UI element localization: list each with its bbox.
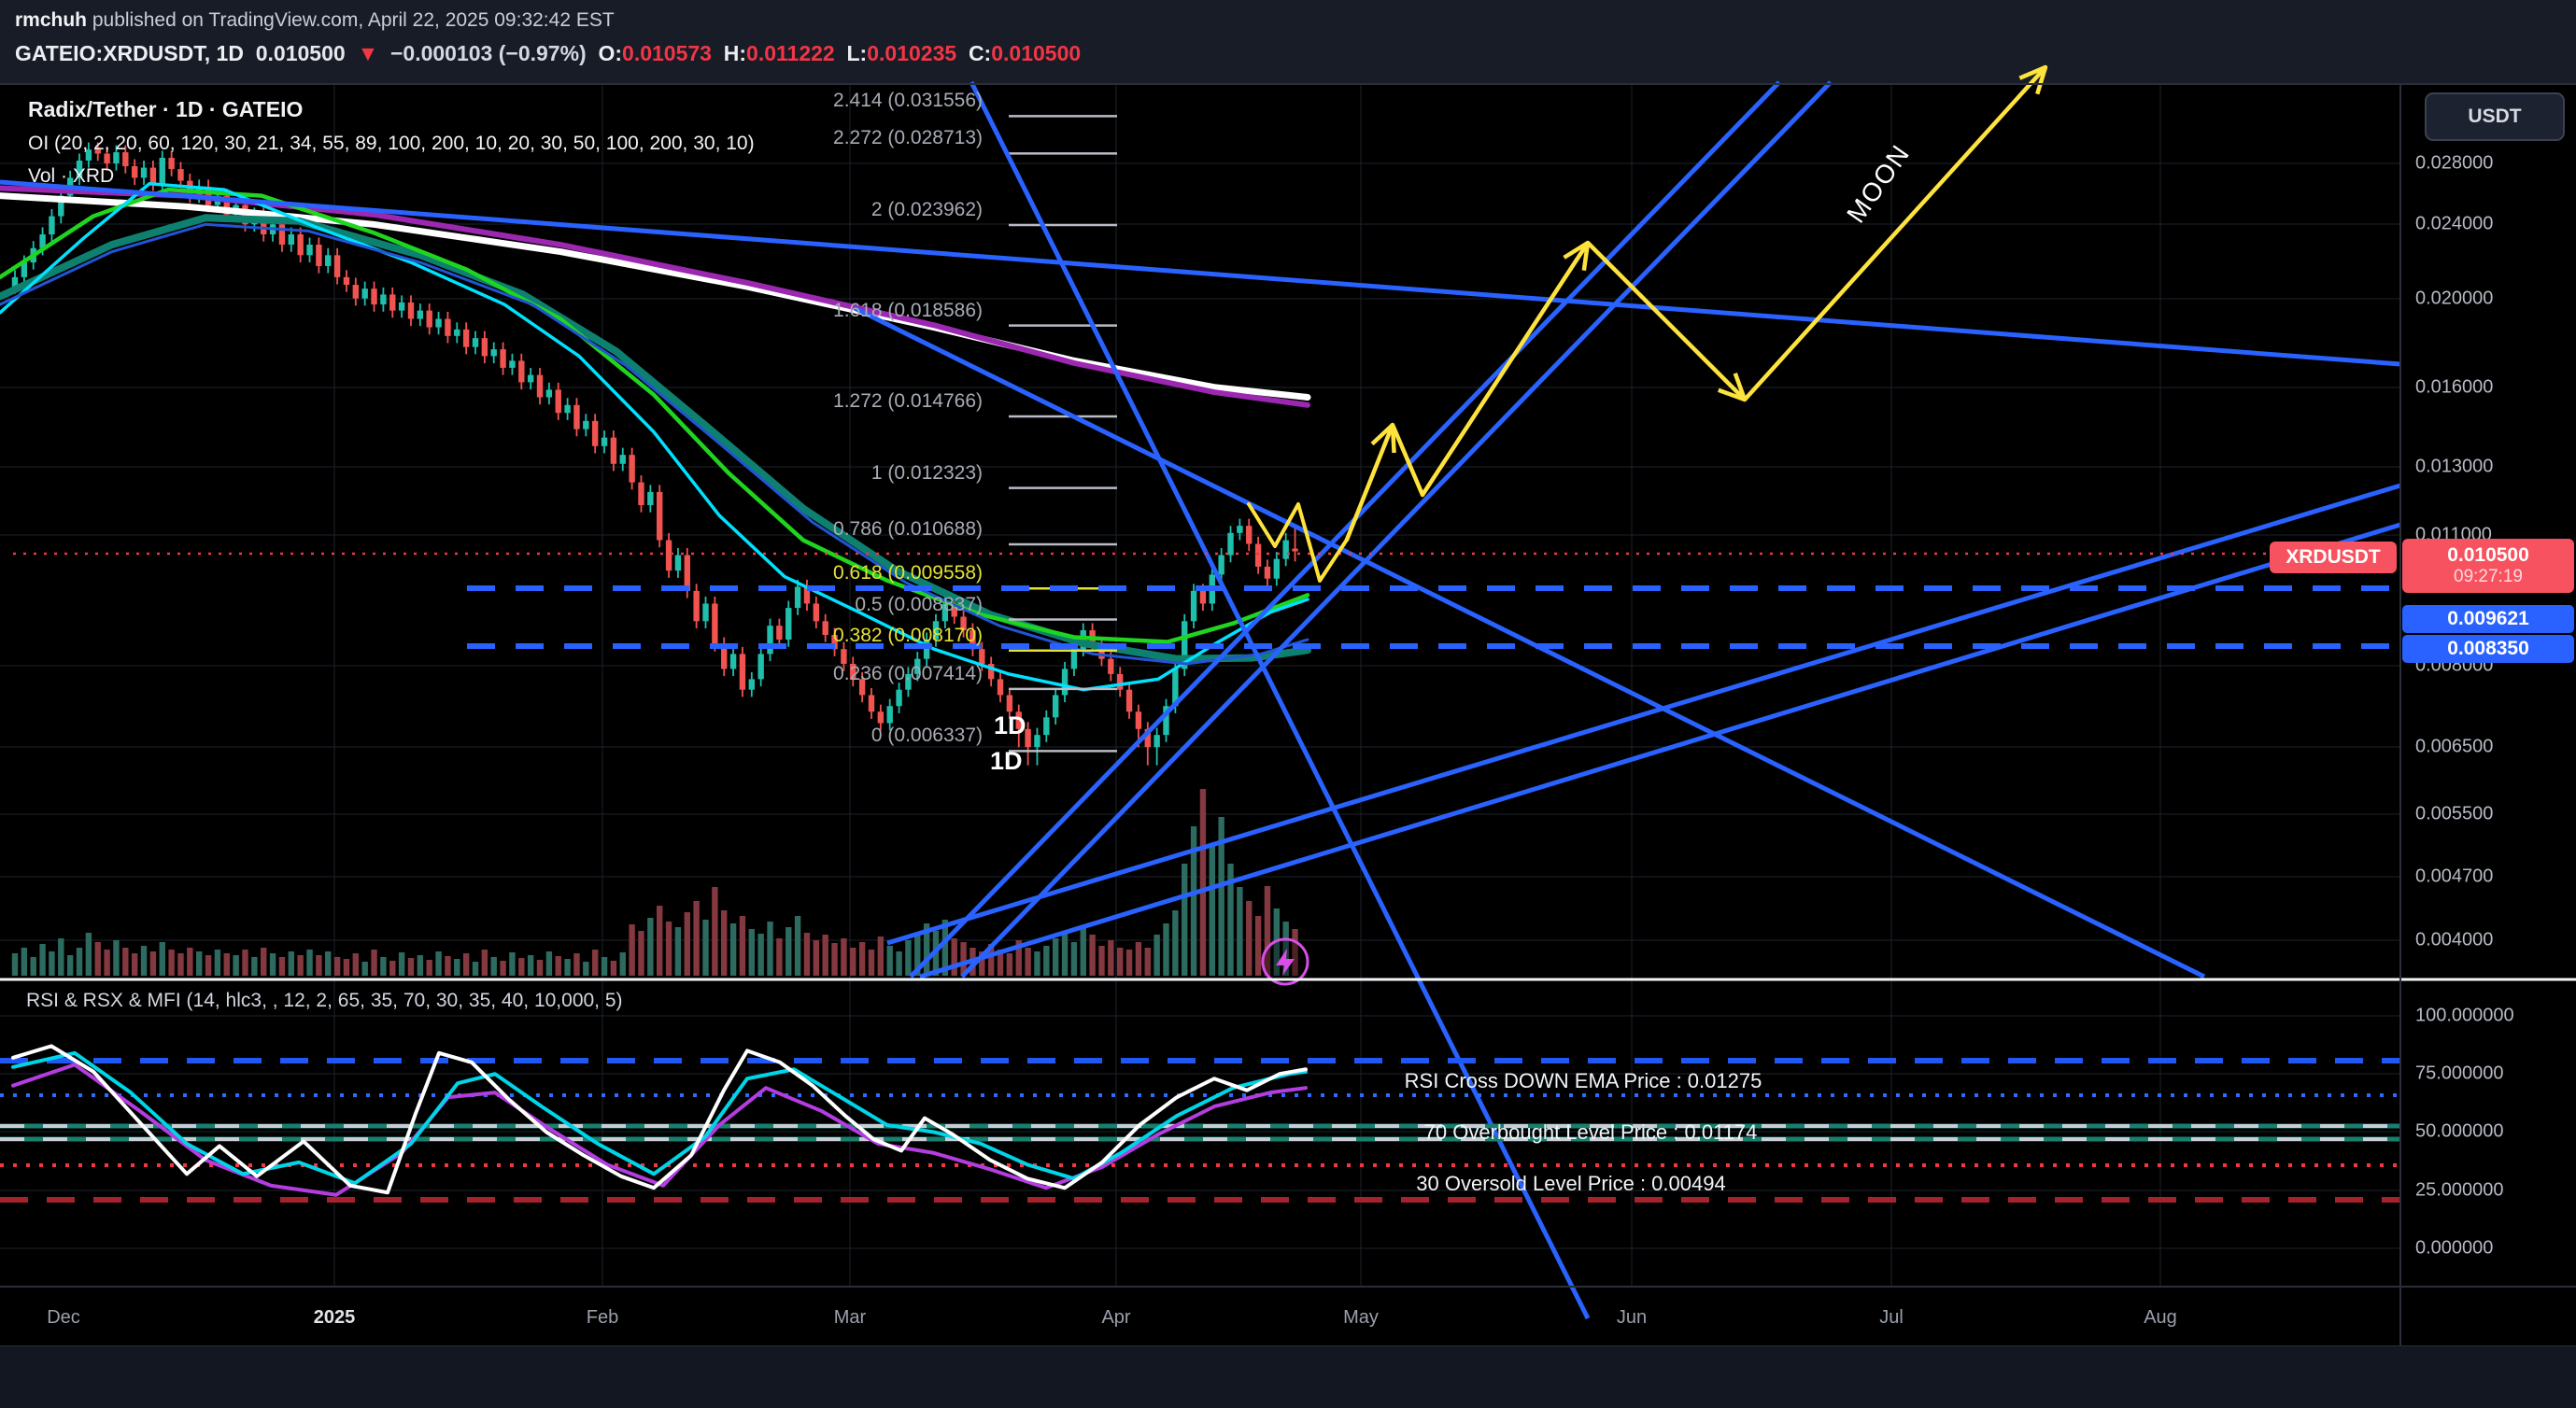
rsi-axis-tick: 75.000000: [2415, 1063, 2504, 1084]
fib-level-label[interactable]: 2 (0.023962): [870, 198, 983, 220]
fib-level-label[interactable]: 2.272 (0.028713): [833, 127, 983, 149]
byline: rmchuh published on TradingView.com, Apr…: [15, 9, 615, 32]
fib-level-label[interactable]: 0.786 (0.010688): [833, 517, 983, 540]
byline-text: published on TradingView.com, April 22, …: [87, 9, 615, 31]
trendline-timeframe-label[interactable]: 1D: [990, 747, 1023, 775]
publish-header: rmchuh published on TradingView.com, Apr…: [0, 0, 2576, 84]
rsi-indicator-legend[interactable]: RSI & RSX & MFI (14, hlc3, , 12, 2, 65, …: [26, 990, 623, 1011]
rsi-axis-tick: 100.000000: [2415, 1005, 2514, 1026]
rsi-annotation[interactable]: 30 Oversold Level Price : 0.00494: [1416, 1172, 1726, 1195]
lightning-button[interactable]: [1261, 937, 1309, 986]
rsi-axis-tick: 50.000000: [2415, 1120, 2504, 1142]
close-value: 0.010500: [991, 41, 1082, 65]
level-price-label: 0.008350: [2402, 635, 2574, 663]
open-label: O:: [598, 41, 623, 65]
rsi-annotation[interactable]: RSI Cross DOWN EMA Price : 0.01275: [1404, 1069, 1762, 1092]
time-axis-label-jul: Jul: [1879, 1307, 1904, 1328]
ma-cyan: [0, 181, 1309, 692]
fib-level-label[interactable]: 0.618 (0.009558): [833, 562, 983, 584]
price-axis-tick: 0.004700: [2415, 866, 2494, 887]
time-axis-label-feb: Feb: [586, 1307, 619, 1328]
byline-user: rmchuh: [15, 9, 88, 31]
level-price-label: 0.009621: [2402, 605, 2574, 633]
low-value: 0.010235: [867, 41, 957, 65]
legend-symbol-row[interactable]: Radix/Tether · 1D · GATEIO: [28, 97, 304, 121]
fib-level-label[interactable]: 0 (0.006337): [870, 725, 983, 747]
fib-level-label[interactable]: 1.272 (0.014766): [833, 390, 983, 413]
time-axis-label-dec: Dec: [47, 1307, 80, 1328]
volume-series: [11, 789, 1298, 976]
legend-volume-row[interactable]: Vol · XRD: [28, 165, 115, 187]
time-axis-label-apr: Apr: [1101, 1307, 1131, 1328]
rsi-line-rsi: [11, 1044, 1308, 1195]
price-axis-tick: 0.024000: [2415, 213, 2494, 234]
dashed-level-lines[interactable]: [467, 585, 2400, 649]
snapshot-footer: TradingView: [0, 1346, 2576, 1408]
fib-level-label[interactable]: 2.414 (0.031556): [833, 90, 983, 112]
last-price: 0.010500: [255, 41, 346, 65]
rsi-axis-tick: 0.000000: [2415, 1237, 2494, 1259]
yellow-projection-arrows[interactable]: [1247, 64, 2048, 583]
price-axis-tick: 0.028000: [2415, 152, 2494, 174]
low-label: L:: [846, 41, 868, 65]
symbol-price-line-tag[interactable]: XRDUSDT: [2270, 542, 2397, 573]
symbol-title: GATEIO:XRDUSDT, 1D: [15, 41, 244, 65]
time-axis-label-2025: 2025: [313, 1307, 356, 1328]
time-axis-label-mar: Mar: [833, 1307, 867, 1328]
chart-legend: Radix/Tether · 1D · GATEIO OI (20, 2, 20…: [28, 97, 755, 188]
open-value: 0.010573: [622, 41, 712, 65]
rsi-series: [11, 1044, 1308, 1197]
time-axis-label-may: May: [1343, 1307, 1379, 1328]
ma-teal: [0, 214, 1311, 663]
last-price-axis-label: 0.010500 09:27:19: [2402, 539, 2574, 593]
high-value: 0.011222: [746, 41, 835, 65]
close-label: C:: [968, 41, 992, 65]
price-axis-tick: 0.004000: [2415, 929, 2494, 950]
price-change: −0.000103 (−0.97%): [389, 41, 587, 65]
down-triangle-icon: ▼: [357, 41, 379, 65]
price-axis-tick: 0.005500: [2415, 803, 2494, 824]
bar-countdown: 09:27:19: [2454, 567, 2523, 587]
ma-green: [0, 187, 1310, 644]
price-axis-tick: 0.006500: [2415, 736, 2494, 757]
time-axis-label-aug: Aug: [2144, 1307, 2177, 1328]
last-price-value: 0.010500: [2447, 544, 2529, 566]
symbol-ohlc-row: GATEIO:XRDUSDT, 1D 0.010500 ▼ −0.000103 …: [15, 41, 1081, 66]
rsi-annotation[interactable]: 70 Overbought Level Price : 0.01174: [1423, 1120, 1758, 1144]
fib-level-label[interactable]: 1.618 (0.018586): [833, 299, 983, 321]
trendline-timeframe-label[interactable]: 1D: [994, 711, 1026, 739]
fib-level-label[interactable]: 1 (0.012323): [870, 461, 983, 484]
ma-blue: [0, 222, 1309, 666]
legend-indicator-row[interactable]: OI (20, 2, 20, 60, 120, 30, 21, 34, 55, …: [28, 133, 755, 154]
rsi-axis-tick: 25.000000: [2415, 1179, 2504, 1201]
price-axis-tick: 0.020000: [2415, 288, 2494, 309]
currency-toggle-button[interactable]: USDT: [2425, 92, 2565, 141]
rsi-level-lines: [0, 1058, 2400, 1203]
trendlines[interactable]: [0, 80, 2401, 1320]
fib-level-label[interactable]: 0.236 (0.007414): [833, 662, 983, 684]
price-axis-tick: 0.013000: [2415, 456, 2494, 477]
fib-level-label[interactable]: 0.382 (0.008170): [833, 624, 983, 646]
price-axis-tick: 0.016000: [2415, 376, 2494, 398]
high-label: H:: [723, 41, 747, 65]
ma-white: [0, 192, 1311, 401]
time-axis-label-jun: Jun: [1616, 1307, 1648, 1328]
fib-level-label[interactable]: 0.5 (0.008837): [855, 593, 983, 615]
